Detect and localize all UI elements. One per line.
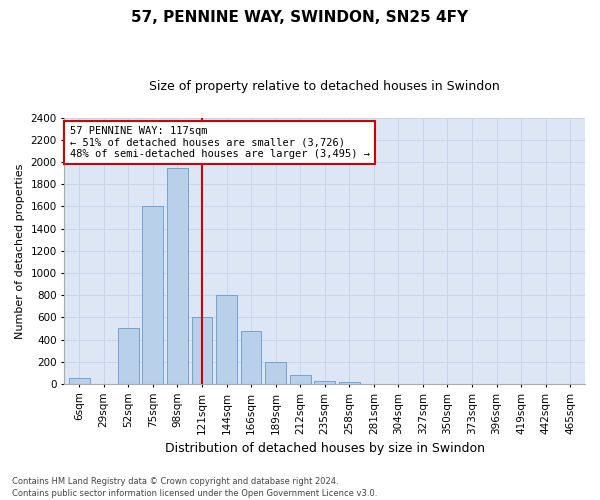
Text: 57, PENNINE WAY, SWINDON, SN25 4FY: 57, PENNINE WAY, SWINDON, SN25 4FY	[131, 10, 469, 25]
Text: 57 PENNINE WAY: 117sqm
← 51% of detached houses are smaller (3,726)
48% of semi-: 57 PENNINE WAY: 117sqm ← 51% of detached…	[70, 126, 370, 159]
Bar	[265, 362, 286, 384]
Title: Size of property relative to detached houses in Swindon: Size of property relative to detached ho…	[149, 80, 500, 93]
Bar	[167, 168, 188, 384]
Text: Contains HM Land Registry data © Crown copyright and database right 2024.
Contai: Contains HM Land Registry data © Crown c…	[12, 476, 377, 498]
Bar	[290, 375, 311, 384]
Bar	[69, 378, 89, 384]
X-axis label: Distribution of detached houses by size in Swindon: Distribution of detached houses by size …	[165, 442, 485, 455]
Bar	[339, 382, 360, 384]
Bar	[118, 328, 139, 384]
Bar	[241, 331, 262, 384]
Bar	[314, 380, 335, 384]
Bar	[142, 206, 163, 384]
Y-axis label: Number of detached properties: Number of detached properties	[15, 163, 25, 338]
Bar	[191, 318, 212, 384]
Bar	[216, 295, 237, 384]
